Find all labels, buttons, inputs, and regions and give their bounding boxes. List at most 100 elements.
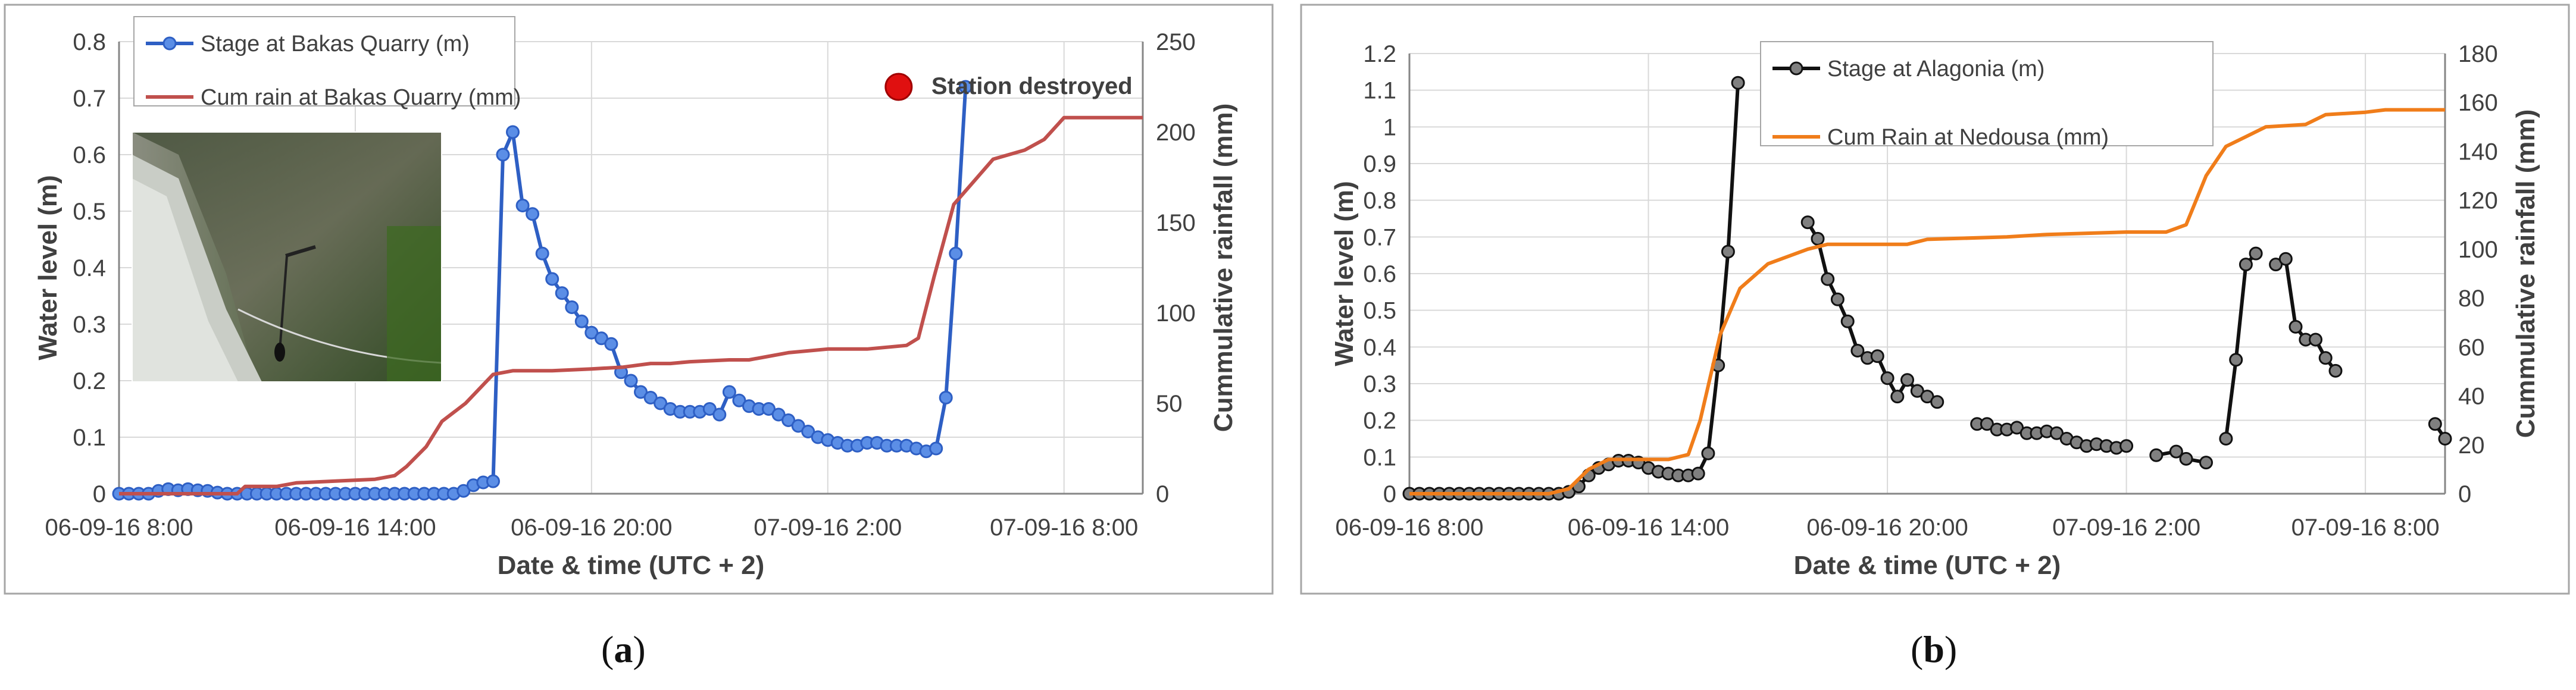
y-tick-label: 0.5 xyxy=(1363,298,1396,324)
data-point xyxy=(949,246,963,261)
data-point xyxy=(771,407,786,422)
y-tick-label: 0.7 xyxy=(73,86,106,112)
data-point xyxy=(2278,252,2293,266)
data-point xyxy=(555,286,569,300)
x-tick-label: 06-09-16 20:00 xyxy=(1806,515,1968,541)
data-point xyxy=(1840,314,1855,328)
data-point xyxy=(1830,292,1845,306)
data-point xyxy=(2318,351,2333,365)
data-point xyxy=(1721,244,1735,259)
y2-tick-label: 40 xyxy=(2458,384,2485,410)
legend-label: Cum Rain at Nedousa (mm) xyxy=(1827,125,2109,150)
y2-tick-label: 0 xyxy=(2458,481,2471,507)
data-point xyxy=(2239,258,2253,272)
y2-tick-label: 140 xyxy=(2458,139,2498,165)
data-point xyxy=(584,325,599,340)
y2-tick-label: 150 xyxy=(1156,210,1196,236)
y-tick-label: 0.8 xyxy=(73,29,106,55)
y2-tick-label: 120 xyxy=(2458,188,2498,214)
data-point xyxy=(604,337,618,351)
data-point xyxy=(515,199,530,212)
data-point xyxy=(2179,451,2193,466)
data-point xyxy=(594,331,608,346)
data-point xyxy=(634,385,648,399)
legend-label: Stage at Bakas Quarry (m) xyxy=(201,32,470,57)
x-tick-label: 07-09-16 2:00 xyxy=(2052,515,2200,541)
annotation-label: Station destroyed xyxy=(931,73,1133,99)
data-point xyxy=(2199,456,2213,470)
x-tick-label: 06-09-16 14:00 xyxy=(1568,515,1729,541)
data-point xyxy=(654,396,668,410)
y2-tick-label: 200 xyxy=(1156,120,1196,146)
quarry-photo xyxy=(132,131,442,382)
y-tick-label: 0.8 xyxy=(1363,188,1396,214)
data-point xyxy=(457,484,471,498)
x-tick-label: 07-09-16 8:00 xyxy=(2291,515,2440,541)
y2-tick-label: 60 xyxy=(2458,334,2485,360)
data-point xyxy=(2438,432,2452,446)
legend-label: Stage at Alagonia (m) xyxy=(1827,57,2044,81)
x-tick-label: 06-09-16 8:00 xyxy=(1335,515,1483,541)
data-point xyxy=(762,402,776,416)
legend-marker xyxy=(1789,61,1803,76)
data-point xyxy=(958,80,973,94)
y2-tick-label: 50 xyxy=(1156,391,1183,417)
data-point xyxy=(2119,439,2134,453)
data-point xyxy=(1880,371,1895,385)
data-point xyxy=(1701,446,1715,460)
data-point xyxy=(732,393,746,407)
data-point xyxy=(1800,215,1815,230)
y2-tick-label: 100 xyxy=(2458,237,2498,263)
y2-tick-label: 180 xyxy=(2458,41,2498,67)
y-tick-label: 0 xyxy=(93,481,106,507)
y2-tick-label: 100 xyxy=(1156,300,1196,327)
y2-tick-label: 80 xyxy=(2458,286,2485,312)
x-tick-label: 06-09-16 14:00 xyxy=(274,515,436,541)
y-tick-label: 0.4 xyxy=(1363,334,1396,360)
chart-a: 0 0.1 0.2 0.3 0.4 0.5 0.6 0.7 0.8 06-09-16 8:00 06… xyxy=(4,4,1274,595)
chart-panel-b: 0 0.1 0.2 0.3 0.4 0.5 0.6 0.7 0.8 0.9 1 1.1 1.2 06-09… xyxy=(1296,0,2576,595)
data-point xyxy=(526,207,540,221)
data-point xyxy=(574,314,589,328)
y-tick-label: 1.2 xyxy=(1363,41,1396,67)
data-point xyxy=(1900,373,1914,387)
data-point xyxy=(1731,76,1745,90)
data-point xyxy=(506,125,520,139)
y-tick-label: 0.1 xyxy=(1363,444,1396,471)
y-tick-label: 0.3 xyxy=(73,312,106,338)
data-point xyxy=(643,391,658,404)
y-tick-label: 0.1 xyxy=(73,425,106,451)
legend-box xyxy=(133,16,515,106)
x-tick-label: 07-09-16 2:00 xyxy=(754,515,902,541)
data-point xyxy=(1890,390,1905,404)
y2-tick-label: 250 xyxy=(1156,29,1196,55)
y2-tick-label: 20 xyxy=(2458,432,2485,459)
x-tick-label: 06-09-16 8:00 xyxy=(45,515,193,541)
data-point xyxy=(781,413,796,427)
y-tick-label: 0.9 xyxy=(1363,151,1396,177)
y-tick-label: 0.5 xyxy=(73,199,106,225)
data-point xyxy=(2219,432,2233,446)
data-point xyxy=(565,300,579,314)
data-point xyxy=(1811,231,1825,246)
y-tick-label: 0.4 xyxy=(73,255,106,281)
data-point xyxy=(712,407,727,422)
data-point xyxy=(2149,448,2164,462)
series-line xyxy=(1409,108,2445,495)
data-point xyxy=(624,374,638,388)
series-line xyxy=(2224,252,2258,439)
x-axis-title: Date & time (UTC + 2) xyxy=(498,551,765,580)
data-point xyxy=(2249,246,2263,261)
station-destroyed-marker xyxy=(884,73,913,101)
y-tick-label: 0 xyxy=(1383,481,1396,507)
data-point xyxy=(2289,319,2303,334)
caption-a: (a) xyxy=(601,628,646,670)
data-point xyxy=(929,441,943,456)
data-point xyxy=(1930,395,1944,409)
y2-tick-label: 160 xyxy=(2458,90,2498,116)
legend-marker xyxy=(162,36,177,51)
y-tick-label: 0.6 xyxy=(1363,261,1396,287)
data-point xyxy=(702,402,717,416)
data-point xyxy=(2309,333,2322,347)
data-point xyxy=(2428,417,2442,431)
